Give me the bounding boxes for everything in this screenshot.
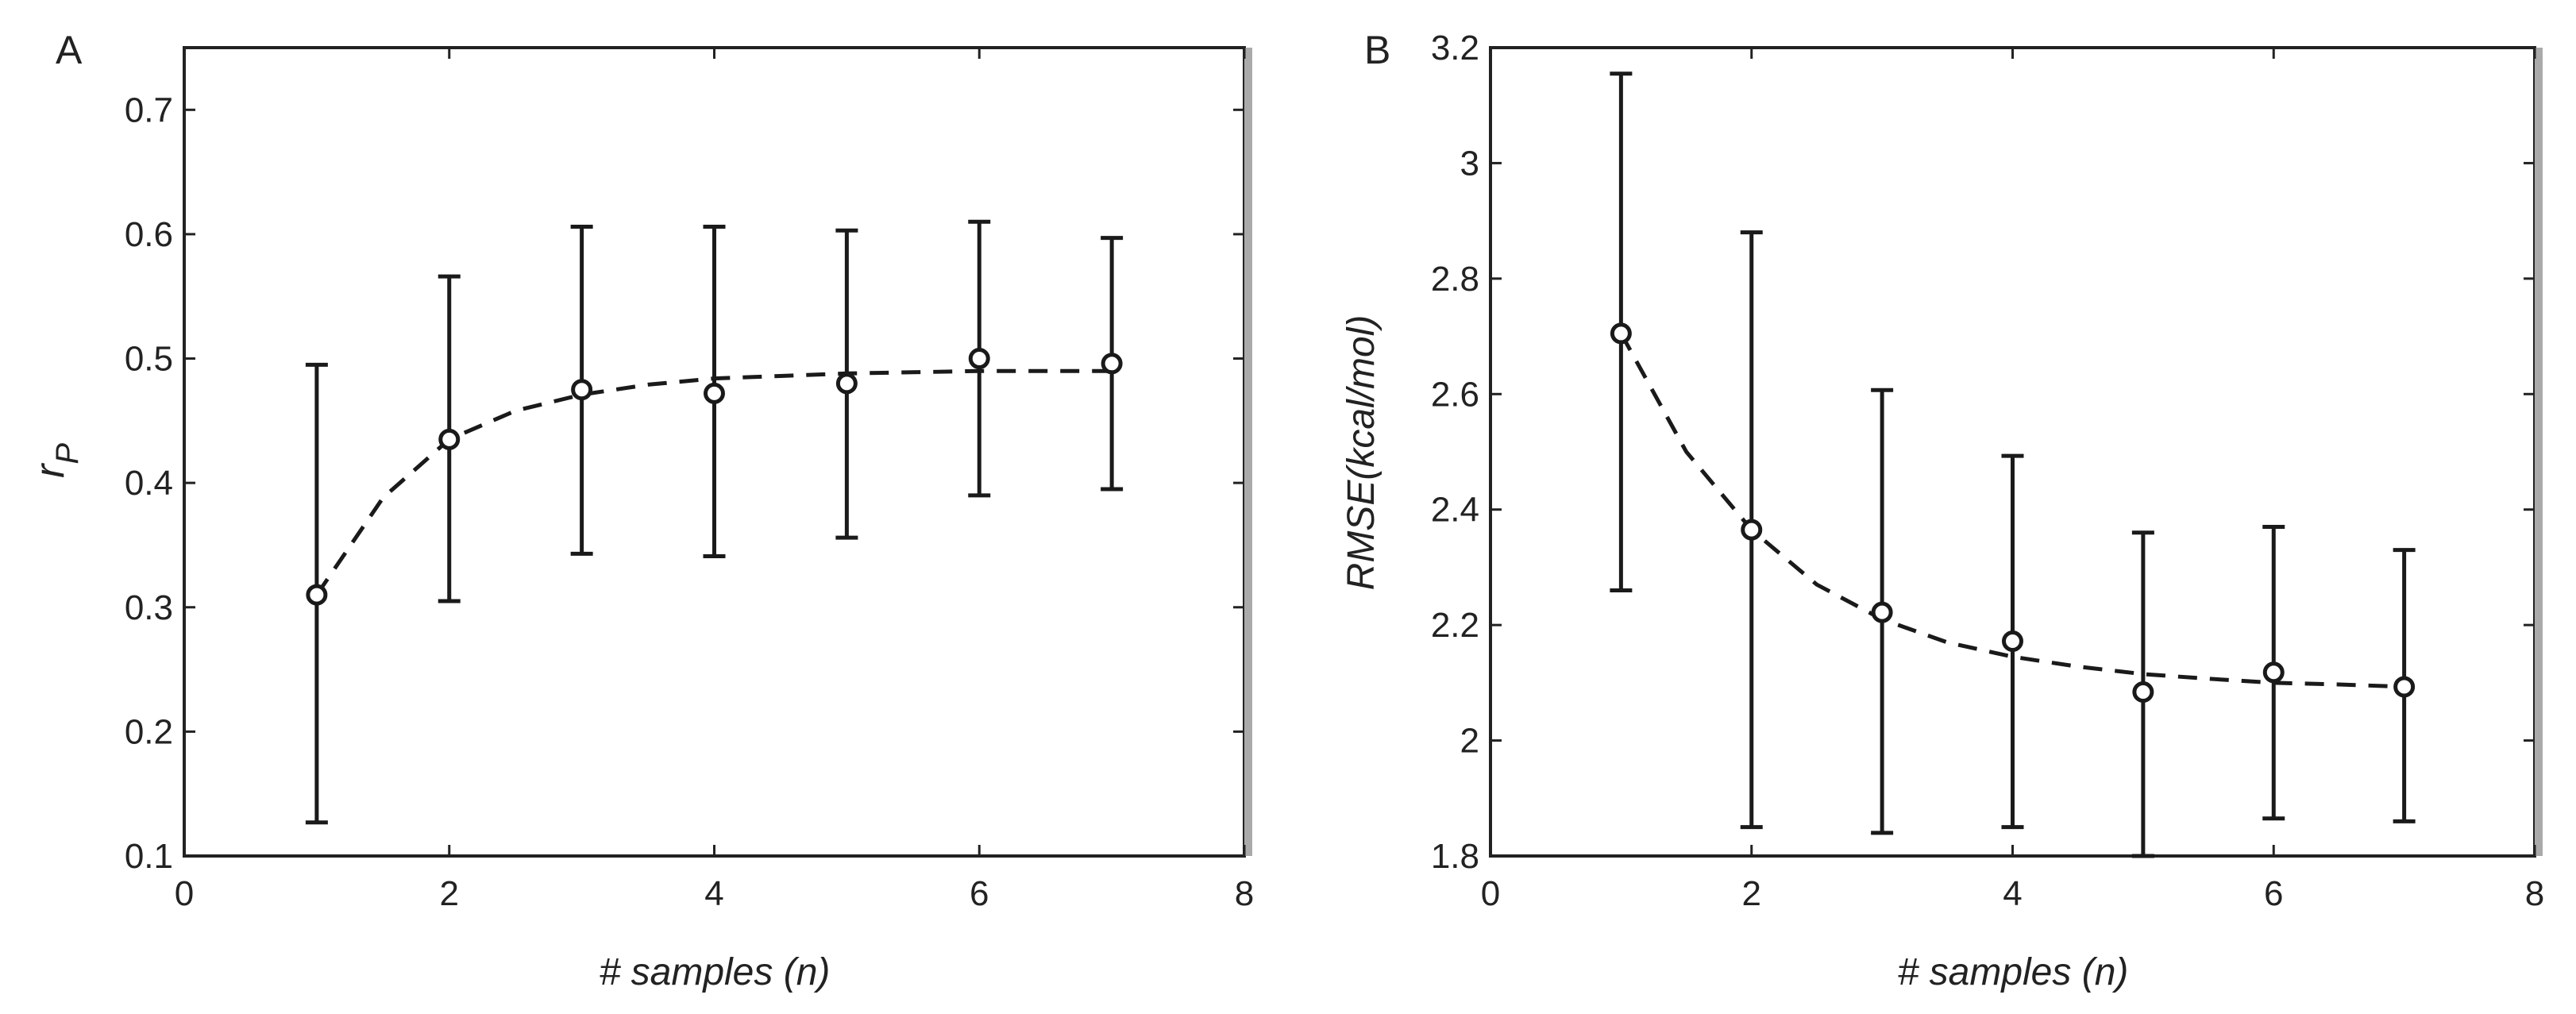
panel-b-x-axis-label: # samples (n)	[1898, 951, 2129, 993]
panel-a: A 0 2 4 6 8 0.1 0.2 0.3 0.4 0.5 0.6 0.7 # samples …	[27, 28, 1254, 993]
panel-a-data-point	[704, 382, 725, 404]
panel-a-y-axis-label: rP	[27, 443, 85, 478]
panel-b-y-tick-label: 2	[1460, 722, 1479, 761]
panel-b-data-point	[2262, 661, 2285, 684]
panel-a-y-tick-label: 0.5	[125, 340, 173, 379]
panel-b-x-tick-label: 2	[1742, 874, 1761, 913]
panel-b-data-point	[2002, 630, 2023, 653]
panel-b-error-bars	[1610, 71, 2416, 858]
panel-a-x-tick-label: 6	[970, 874, 989, 913]
panel-b-y-tick-label: 2.2	[1431, 606, 1479, 645]
panel-a-data-point	[571, 379, 593, 401]
panel-b-x-tick-label: 0	[1481, 874, 1500, 913]
panel-b-data-point	[1610, 322, 1632, 345]
panel-a-y-ticks: 0.1 0.2 0.3 0.4 0.5 0.6 0.7	[125, 91, 1244, 876]
panel-b-data-point	[2393, 676, 2416, 698]
panel-b-points	[1610, 322, 2416, 703]
panel-a-data-point	[438, 428, 461, 450]
panel-b-x-tick-label: 6	[2264, 874, 2283, 913]
panel-a-points	[306, 348, 1123, 606]
panel-a-y-tick-label: 0.2	[125, 712, 173, 751]
panel-a-y-tick-label: 0.3	[125, 588, 173, 627]
panel-a-data-point	[835, 372, 858, 395]
panel-a-y-tick-label: 0.1	[125, 837, 173, 876]
panel-a-y-axis-label-sub: P	[50, 443, 85, 465]
panel-a-x-tick-label: 8	[1235, 874, 1254, 913]
panel-b: B 0 2 4 6 8 1.8 2 2.2 2.4 2.6 2.8 3 3.2 # samples (…	[1340, 28, 2544, 993]
panel-b-y-axis-label: RMSE(kcal/mol)	[1340, 315, 1382, 591]
panel-b-label: B	[1364, 28, 1390, 72]
panel-a-data-point	[968, 348, 990, 370]
panel-b-x-ticks: 0 2 4 6 8	[1481, 48, 2544, 913]
panel-a-x-tick-label: 2	[440, 874, 459, 913]
panel-a-y-tick-label: 0.4	[125, 464, 173, 503]
panel-a-data-point	[1101, 353, 1123, 375]
panel-a-x-axis-label: # samples (n)	[600, 951, 831, 993]
panel-b-data-point	[1871, 601, 1893, 623]
panel-a-error-bars	[305, 219, 1124, 825]
panel-b-data-point	[2132, 680, 2154, 703]
panel-b-y-tick-label: 2.4	[1431, 491, 1479, 530]
panel-a-data-point	[306, 584, 328, 606]
panel-b-y-tick-label: 2.8	[1431, 260, 1479, 299]
panel-a-x-tick-label: 0	[175, 874, 194, 913]
panel-b-y-tick-label: 2.6	[1431, 375, 1479, 414]
panel-a-y-tick-label: 0.7	[125, 91, 173, 129]
panel-a-y-tick-label: 0.6	[125, 215, 173, 254]
panel-b-x-tick-label: 4	[2003, 874, 2022, 913]
panel-a-x-tick-label: 4	[704, 874, 723, 913]
panel-b-y-tick-label: 3.2	[1431, 29, 1479, 67]
panel-b-y-ticks: 1.8 2 2.2 2.4 2.6 2.8 3 3.2	[1431, 29, 2535, 876]
panel-a-x-ticks: 0 2 4 6 8	[175, 48, 1254, 913]
panel-b-y-tick-label: 3	[1460, 144, 1479, 183]
panel-b-right-edge-shade	[2535, 48, 2543, 856]
panel-a-right-edge-shade	[1244, 48, 1252, 856]
panel-a-y-axis-label-main: r	[27, 462, 73, 478]
panel-b-data-point	[1741, 519, 1763, 541]
panel-b-x-tick-label: 8	[2525, 874, 2544, 913]
panel-b-y-tick-label: 1.8	[1431, 837, 1479, 876]
panel-a-label: A	[56, 28, 83, 72]
